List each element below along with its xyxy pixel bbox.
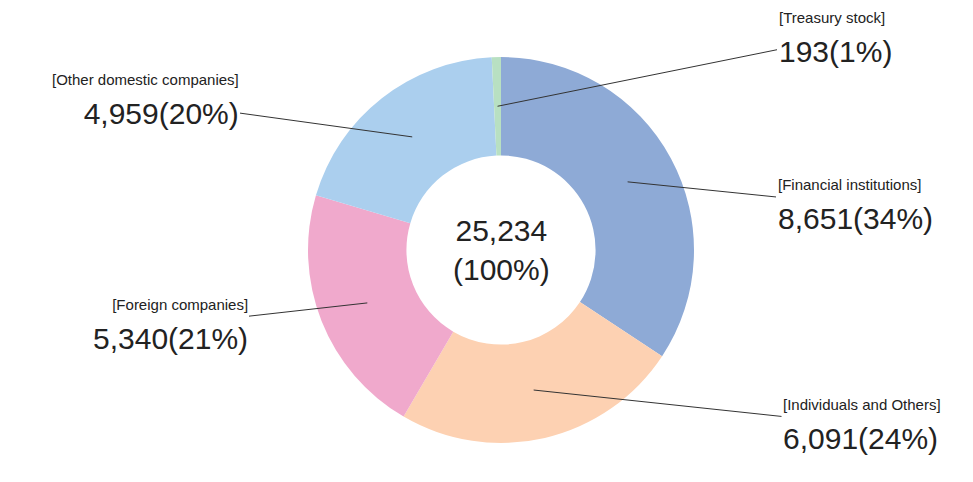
svg-text:[Treasury stock]193(1%): [Treasury stock]193(1%) <box>779 9 892 68</box>
svg-text:25,234(100%): 25,234(100%) <box>453 214 550 286</box>
svg-text:[Foreign companies]5,340(21%): [Foreign companies]5,340(21%) <box>93 296 248 355</box>
svg-text:[Financial institutions]8,651(: [Financial institutions]8,651(34%) <box>778 176 933 235</box>
svg-text:[Other domestic companies]4,95: [Other domestic companies]4,959(20%) <box>52 71 239 130</box>
svg-text:[Individuals and Others]6,091(: [Individuals and Others]6,091(24%) <box>783 396 941 455</box>
